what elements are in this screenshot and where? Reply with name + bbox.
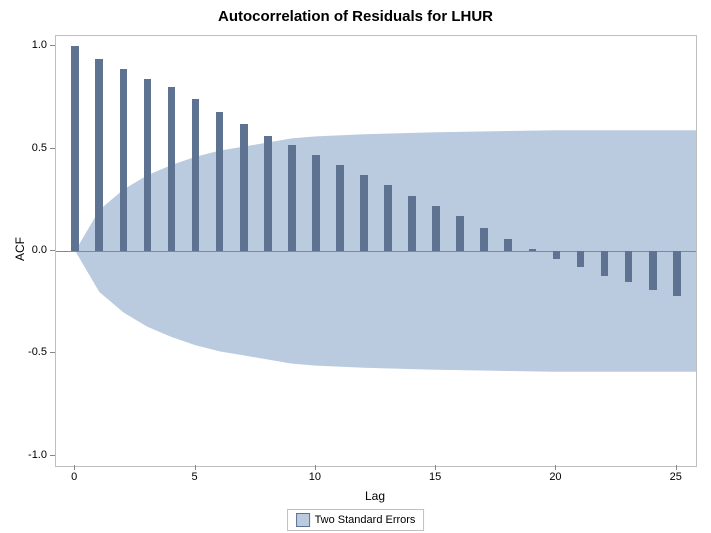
- acf-bar: [336, 165, 344, 251]
- acf-bar: [601, 251, 609, 276]
- acf-bar: [168, 87, 176, 251]
- legend-swatch: [296, 513, 310, 527]
- chart-container: Autocorrelation of Residuals for LHUR AC…: [0, 0, 711, 533]
- acf-bar: [288, 145, 296, 251]
- acf-bar: [504, 239, 512, 251]
- y-tick-label: -0.5: [7, 346, 47, 358]
- x-tick-label: 15: [415, 471, 455, 483]
- chart-title: Autocorrelation of Residuals for LHUR: [0, 8, 711, 25]
- y-tick-mark: [50, 455, 55, 456]
- legend-label: Two Standard Errors: [315, 514, 416, 526]
- acf-bar: [216, 112, 224, 251]
- acf-bar: [673, 251, 681, 296]
- x-tick-label: 25: [656, 471, 696, 483]
- acf-bar: [577, 251, 585, 267]
- y-tick-label: 1.0: [7, 39, 47, 51]
- x-tick-mark: [435, 465, 436, 470]
- plot-area: [55, 35, 697, 467]
- x-tick-label: 10: [295, 471, 335, 483]
- acf-bar: [553, 251, 561, 259]
- acf-bar: [529, 249, 537, 251]
- acf-bar: [144, 79, 152, 251]
- acf-bar: [384, 185, 392, 251]
- x-tick-label: 20: [535, 471, 575, 483]
- acf-bar: [95, 59, 103, 251]
- x-axis-label: Lag: [55, 489, 695, 503]
- acf-bar: [312, 155, 320, 251]
- x-tick-mark: [74, 465, 75, 470]
- y-tick-mark: [50, 352, 55, 353]
- acf-bar: [649, 251, 657, 290]
- acf-bar: [432, 206, 440, 251]
- acf-bar: [456, 216, 464, 251]
- x-tick-label: 0: [54, 471, 94, 483]
- y-tick-mark: [50, 250, 55, 251]
- x-tick-mark: [195, 465, 196, 470]
- acf-bar: [264, 136, 272, 251]
- x-tick-mark: [315, 465, 316, 470]
- acf-bar: [71, 46, 79, 251]
- legend: Two Standard Errors: [287, 509, 425, 531]
- acf-bar: [120, 69, 128, 251]
- acf-bar: [240, 124, 248, 251]
- x-tick-label: 5: [175, 471, 215, 483]
- y-tick-mark: [50, 45, 55, 46]
- y-tick-mark: [50, 148, 55, 149]
- acf-bar: [480, 228, 488, 251]
- acf-bar: [625, 251, 633, 282]
- x-tick-mark: [676, 465, 677, 470]
- acf-bar: [192, 99, 200, 251]
- y-tick-label: -1.0: [7, 449, 47, 461]
- acf-bar: [408, 196, 416, 251]
- y-tick-label: 0.5: [7, 142, 47, 154]
- acf-bar: [360, 175, 368, 251]
- y-tick-label: 0.0: [7, 244, 47, 256]
- x-tick-mark: [555, 465, 556, 470]
